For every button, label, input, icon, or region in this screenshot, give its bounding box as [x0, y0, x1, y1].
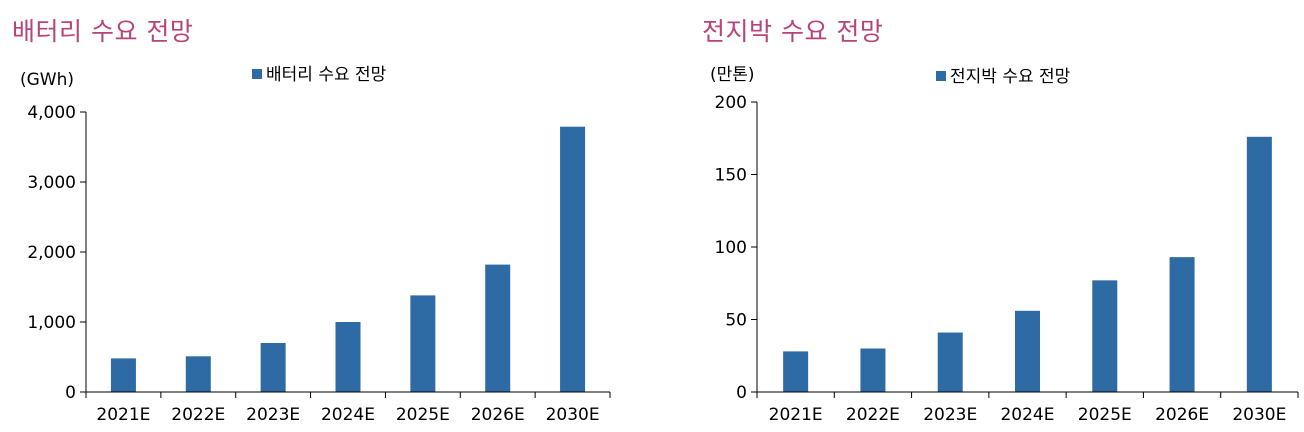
foil-bar [1092, 280, 1118, 392]
foil-y-tick-label: 100 [715, 238, 747, 258]
battery-demand-chart: (GWh) 배터리 수요 전망 0 1,000 2,000 3,000 4,000 2021E… [20, 65, 611, 425]
battery-bar [185, 356, 211, 392]
battery-y-tick-label: 0 [65, 383, 76, 403]
foil-y-tick-label: 150 [715, 166, 747, 186]
battery-y-tick-label: 2,000 [27, 243, 76, 263]
foil-demand-title: 전지박 수요 전망 [702, 17, 884, 46]
battery-y-tick-label: 1,000 [27, 313, 76, 333]
foil-bar [1169, 257, 1195, 392]
battery-x-tick-label: 2023E [246, 405, 300, 425]
battery-bar [485, 264, 511, 392]
foil-demand-panel: 전지박 수요 전망 (만톤) 전지박 수요 전망 0 50 100 150 200 2021E… [690, 0, 1304, 432]
battery-x-tick-label: 2025E [396, 405, 450, 425]
foil-bar [860, 348, 886, 392]
foil-legend-label: 전지박 수요 전망 [950, 67, 1071, 87]
foil-x-tick-label: 2024E [1000, 405, 1054, 425]
battery-y-tick-label: 4,000 [27, 103, 76, 123]
foil-legend-swatch [936, 71, 946, 81]
foil-y-tick-label: 200 [715, 93, 747, 113]
foil-x-tick-label: 2030E [1232, 405, 1286, 425]
battery-y-unit-label: (GWh) [20, 70, 74, 90]
foil-x-tick-label: 2022E [846, 405, 900, 425]
foil-demand-chart: (만톤) 전지박 수요 전망 0 50 100 150 200 2021E 2022E 2023E… [710, 65, 1299, 425]
battery-legend-label: 배터리 수요 전망 [266, 65, 387, 85]
battery-x-tick-label: 2024E [321, 405, 375, 425]
battery-bar [260, 343, 286, 392]
battery-demand-title: 배터리 수요 전망 [12, 17, 194, 46]
foil-bar [937, 332, 963, 392]
battery-bar [560, 126, 586, 392]
battery-x-tick-label: 2030E [546, 405, 600, 425]
battery-bar [110, 358, 136, 392]
foil-bar [1246, 136, 1272, 392]
foil-x-tick-label: 2025E [1078, 405, 1132, 425]
foil-y-unit-label: (만톤) [710, 65, 755, 85]
battery-x-tick-label: 2021E [96, 405, 150, 425]
foil-x-tick-label: 2023E [923, 405, 977, 425]
foil-y-tick-label: 50 [725, 311, 747, 331]
battery-x-tick-label: 2026E [471, 405, 525, 425]
battery-bar [335, 322, 361, 392]
foil-x-tick-label: 2021E [769, 405, 823, 425]
foil-bar [1015, 310, 1040, 392]
foil-x-tick-label: 2026E [1155, 405, 1209, 425]
battery-legend-swatch [252, 69, 262, 79]
battery-x-tick-label: 2022E [171, 405, 225, 425]
foil-y-tick-label: 0 [736, 383, 747, 403]
battery-bar [410, 295, 436, 392]
battery-demand-panel: 배터리 수요 전망 (GWh) 배터리 수요 전망 0 1,000 2,000 3,000… [0, 0, 640, 432]
battery-y-tick-label: 3,000 [27, 173, 76, 193]
foil-bar [783, 351, 809, 392]
